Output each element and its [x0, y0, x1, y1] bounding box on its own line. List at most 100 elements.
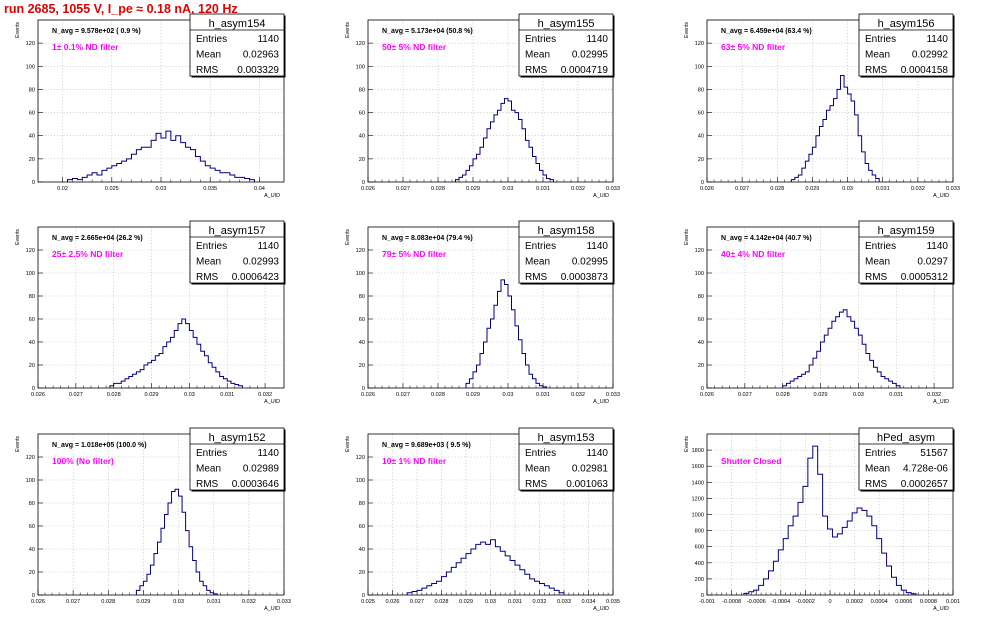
x-tick-label: 0.026: [700, 392, 714, 398]
y-tick-label: 20: [359, 570, 365, 576]
stats-value: 1140: [257, 34, 279, 45]
stats-value: 4.728e-06: [903, 464, 948, 475]
y-tick-label: 0: [32, 180, 35, 186]
y-axis-title: Events: [345, 229, 351, 245]
x-tick-label: 0.029: [814, 392, 828, 398]
y-tick-label: 80: [359, 294, 365, 300]
x-tick-label: 0.0004: [871, 599, 888, 605]
histogram-name: h_asym156: [878, 18, 935, 30]
stats-label: RMS: [196, 272, 219, 283]
histogram-panel-hPed_asym: -0.001 -0.0008 -0.0006 -0.0004 -0.0002 0 0.000…: [684, 427, 960, 612]
histogram-name: h_asym154: [209, 18, 266, 30]
y-tick-label: 40: [29, 340, 35, 346]
stats-label: Mean: [196, 50, 221, 61]
y-tick-label: 1000: [692, 513, 704, 519]
y-tick-label: 60: [698, 317, 704, 323]
y-tick-label: 80: [359, 87, 365, 93]
x-tick-label: 0.02: [57, 186, 68, 192]
x-tick-label: 0.033: [946, 186, 960, 192]
filter-label: Shutter Closed: [721, 456, 781, 466]
stats-value: 0.0004158: [901, 65, 949, 76]
filter-label: 40± 4% ND filter: [721, 249, 786, 259]
filter-label: 10± 1% ND filter: [382, 456, 447, 466]
plot-frame: [706, 226, 954, 389]
x-tick-label: 0.027: [396, 186, 410, 192]
histogram-panel-h_asym154: 0.02 0.025 0.03 0.035 0.04 0 20 40 60 80 100 120 Eve…: [15, 13, 286, 199]
x-tick-label: 0.028: [107, 392, 121, 398]
x-tick-label: 0.029: [805, 186, 819, 192]
x-axis-title: A_UID: [933, 193, 949, 199]
stats-box: [518, 13, 614, 77]
stats-label: Mean: [525, 257, 550, 268]
y-tick-label: 100: [356, 478, 365, 484]
x-tick-label: 0.027: [66, 599, 80, 605]
y-tick-label: 100: [356, 271, 365, 277]
stats-label: Entries: [865, 241, 896, 252]
x-tick-label: 0.033: [277, 599, 291, 605]
stats-value: 0.003329: [237, 65, 279, 76]
stats-label: Mean: [525, 50, 550, 61]
x-tick-label: 0.032: [911, 186, 925, 192]
y-tick-label: 80: [698, 87, 704, 93]
stats-value: 0.0006423: [232, 272, 280, 283]
stats-value: 1140: [926, 34, 948, 45]
y-tick-label: 20: [698, 157, 704, 163]
histogram-panel-h_asym159: 0.026 0.027 0.028 0.029 0.03 0.031 0.032 0 20 40 6…: [684, 220, 955, 405]
y-tick-label: 120: [26, 41, 35, 47]
y-tick-label: 100: [356, 64, 365, 70]
x-tick-label: 0.027: [735, 186, 749, 192]
x-tick-label: 0.03: [485, 599, 496, 605]
navg-label: N_avg = 2.665e+04 (26.2 %): [52, 235, 143, 242]
y-tick-label: 120: [356, 41, 365, 47]
stats-value: 0.001063: [566, 479, 608, 490]
histogram-line: [135, 488, 218, 595]
stats-label: RMS: [196, 65, 219, 76]
x-tick-label: -0.001: [699, 599, 715, 605]
y-tick-label: 40: [359, 134, 365, 140]
filter-label: 1± 0.1% ND filter: [52, 42, 119, 52]
stats-value: 0.0297: [917, 257, 948, 268]
stats-box: [518, 220, 614, 284]
x-tick-label: -0.0002: [796, 599, 815, 605]
stats-value: 0.0005312: [901, 272, 949, 283]
histogram-name: h_asym153: [538, 432, 595, 444]
x-tick-label: 0: [828, 599, 831, 605]
x-axis-title: A_UID: [933, 399, 949, 405]
x-axis-title: A_UID: [264, 193, 280, 199]
stats-label: Entries: [196, 448, 227, 459]
stats-label: Mean: [865, 257, 890, 268]
y-tick-label: 20: [29, 363, 35, 369]
x-axis-title: A_UID: [264, 606, 280, 612]
y-tick-label: 1800: [692, 448, 704, 454]
plot-frame: [37, 433, 285, 596]
stats-value: 0.02989: [243, 464, 280, 475]
histogram-line: [790, 75, 880, 182]
x-tick-label: 0.033: [557, 599, 571, 605]
stats-label: RMS: [865, 479, 888, 490]
x-tick-label: 0.027: [410, 599, 424, 605]
histogram-panel-h_asym158: 0.026 0.027 0.028 0.029 0.03 0.031 0.032 0.033 0…: [345, 220, 620, 405]
x-tick-label: 0.03: [156, 186, 167, 192]
stats-box: [518, 427, 614, 491]
y-tick-label: 40: [359, 547, 365, 553]
histogram-panel-h_asym156: 0.026 0.027 0.028 0.029 0.03 0.031 0.032 0.033 0…: [684, 13, 960, 199]
x-tick-label: 0.026: [386, 599, 400, 605]
y-tick-label: 0: [362, 386, 365, 392]
stats-label: RMS: [525, 65, 548, 76]
histogram-name: h_asym155: [538, 18, 595, 30]
histogram-line: [406, 539, 565, 595]
x-tick-label: 0.029: [466, 186, 480, 192]
stats-value: 1140: [586, 448, 608, 459]
y-tick-label: 100: [695, 271, 704, 277]
navg-label: N_avg = 8.083e+04 (79.4 %): [382, 235, 473, 242]
histogram-panel-h_asym152: 0.026 0.027 0.028 0.029 0.03 0.031 0.032 0.033 0…: [15, 427, 291, 612]
page-title: run 2685, 1055 V, I_pe ≈ 0.18 nA, 120 Hz: [4, 2, 238, 16]
stats-value: 0.02993: [243, 257, 280, 268]
x-tick-label: 0.027: [69, 392, 83, 398]
plot-frame: [367, 226, 614, 389]
stats-box: [858, 220, 954, 284]
y-tick-label: 100: [26, 478, 35, 484]
y-axis-title: Events: [15, 436, 21, 452]
stats-label: RMS: [525, 479, 548, 490]
x-tick-label: 0.031: [207, 599, 221, 605]
